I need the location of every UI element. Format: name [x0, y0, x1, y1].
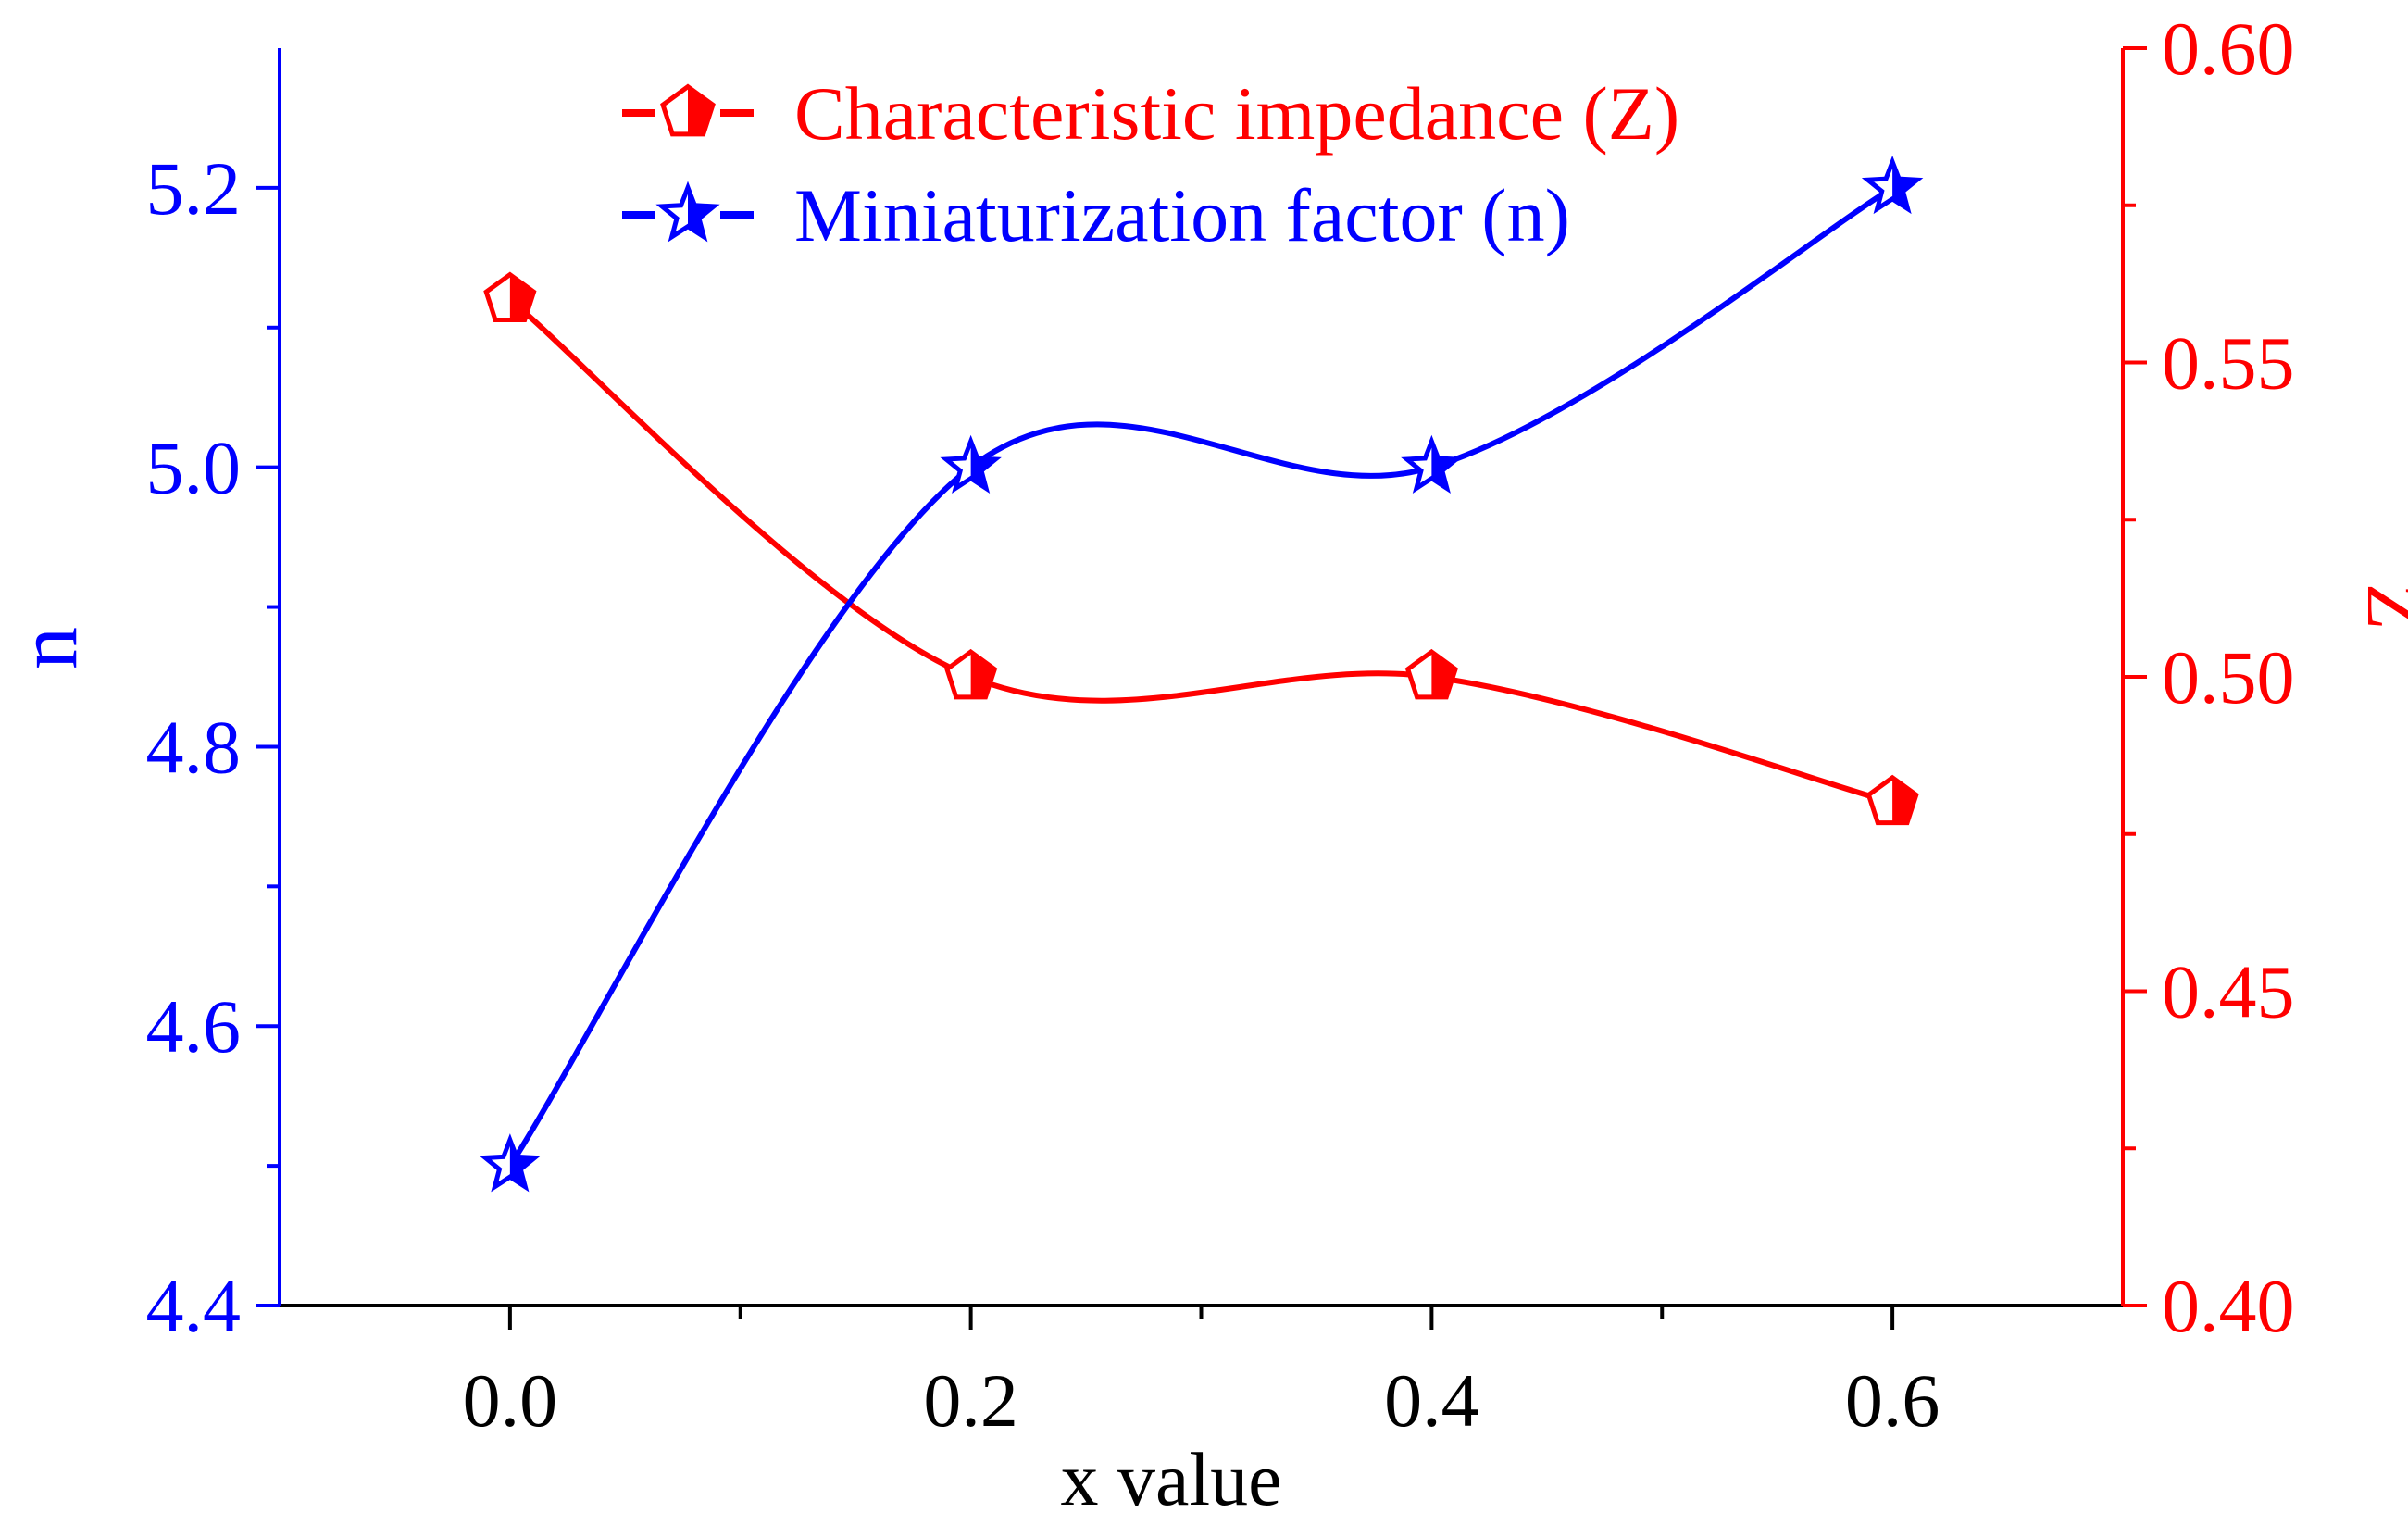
left-y-tick-label: 4.8 [146, 705, 242, 789]
data-point-n [1401, 434, 1463, 494]
data-point-z [483, 271, 537, 322]
axes-layer: 0.0 0.2 0.4 0.6 4.4 4.6 4.8 5.0 5.2 0.40 0.45 0.50 0… [146, 6, 2295, 1443]
left-y-axis-title: n [0, 627, 94, 669]
right-y-axis-title: Z [2352, 583, 2408, 630]
left-y-tick-label: 5.0 [146, 426, 242, 510]
x-tick-label: 0.2 [923, 1358, 1018, 1443]
legend-label: Characteristic impedance (Z) [794, 71, 1679, 156]
data-point-z [944, 648, 998, 700]
data-point-z [1404, 648, 1458, 700]
legend-item: Characteristic impedance (Z) [622, 71, 1679, 156]
data-point-z [1865, 774, 1919, 826]
legend-item: Miniaturization factor (n) [622, 173, 1570, 257]
legend-marker [660, 83, 716, 137]
series-layer [479, 155, 1924, 1193]
right-y-tick-label: 0.45 [2162, 950, 2295, 1034]
x-axis-title: x value [1060, 1437, 1281, 1521]
x-tick-label: 0.6 [1845, 1358, 1940, 1443]
series-line-z [507, 297, 1893, 806]
data-point-n [479, 1133, 542, 1193]
legend-label: Miniaturization factor (n) [794, 173, 1570, 257]
data-point-n [1861, 155, 1924, 215]
legend-marker [655, 181, 720, 243]
data-point-n [940, 434, 1002, 494]
right-y-tick-label: 0.40 [2162, 1264, 2295, 1348]
series-line-n [507, 185, 1894, 1168]
legend: Characteristic impedance (Z) Miniaturizat… [622, 71, 1679, 257]
left-y-tick-label: 4.4 [146, 1264, 242, 1348]
x-tick-label: 0.0 [463, 1358, 558, 1443]
x-tick-label: 0.4 [1384, 1358, 1479, 1443]
left-y-tick-label: 5.2 [146, 146, 242, 231]
left-y-tick-label: 4.6 [146, 984, 242, 1069]
right-y-tick-label: 0.50 [2162, 635, 2295, 719]
right-y-tick-label: 0.60 [2162, 6, 2295, 91]
right-y-tick-label: 0.55 [2162, 321, 2295, 406]
